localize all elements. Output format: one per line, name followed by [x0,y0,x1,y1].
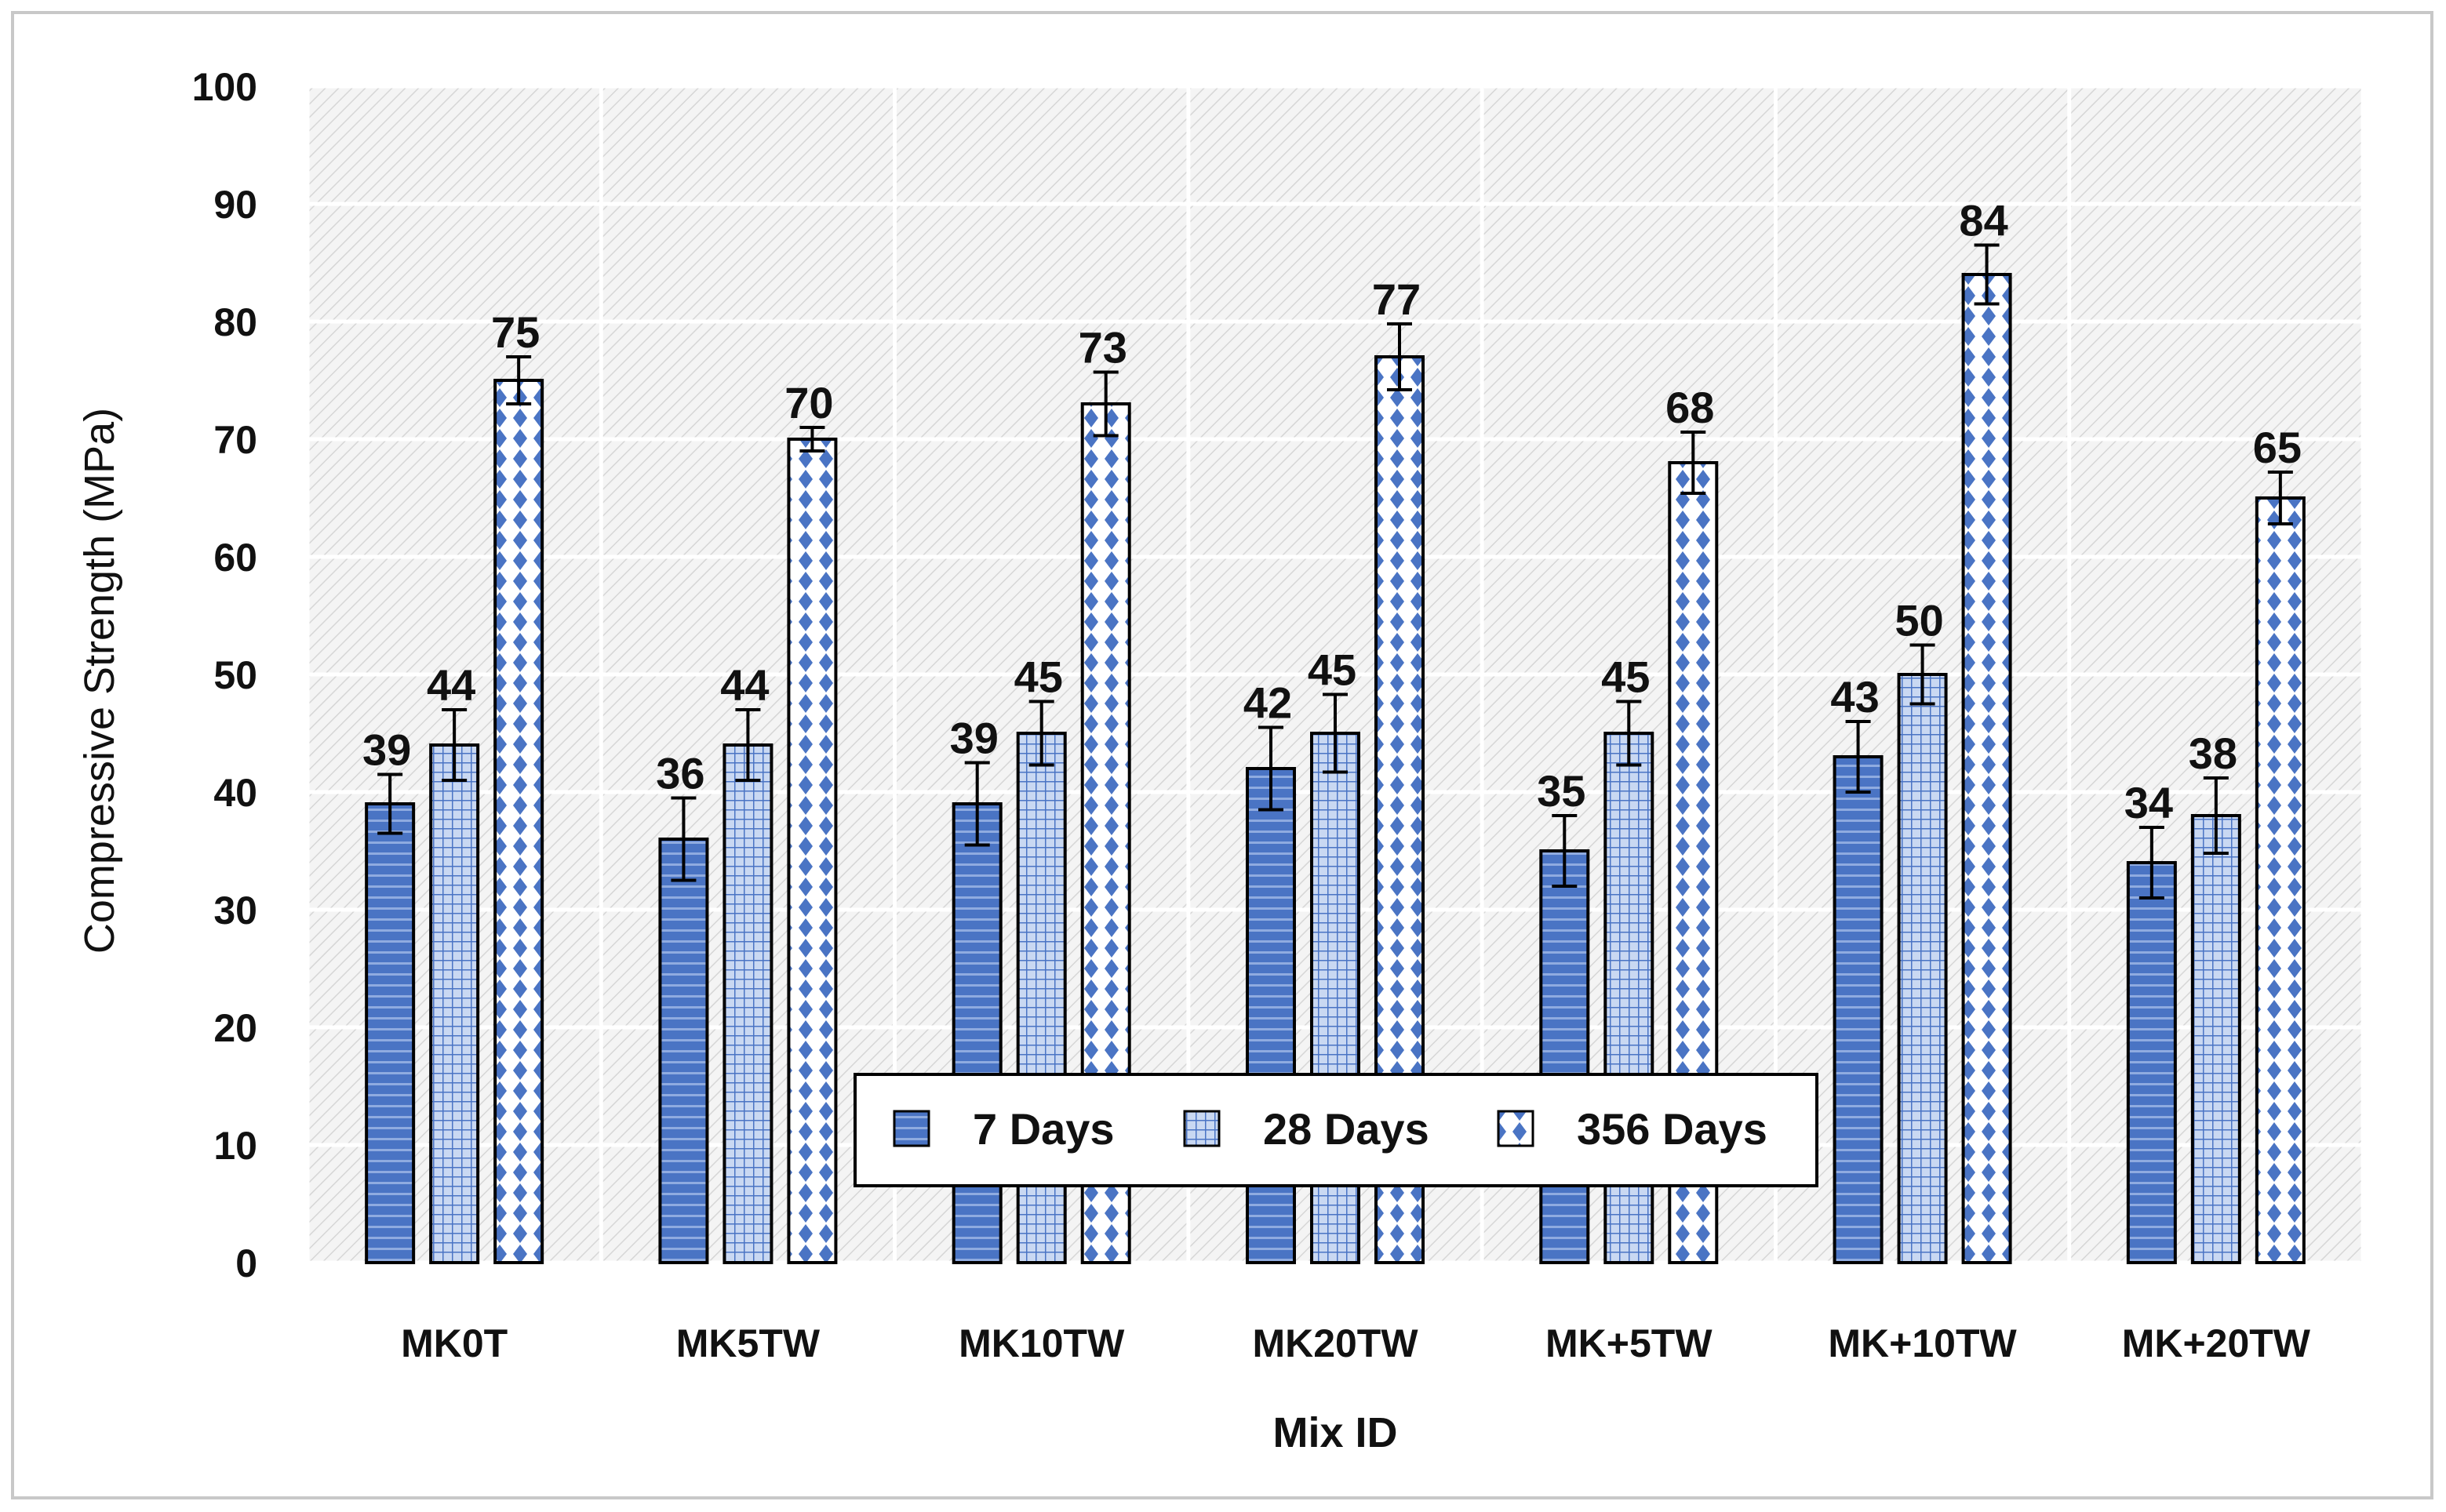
error-bars [377,243,2293,900]
bar [2126,861,2177,1264]
x-axis-ticks: MK0T MK5TW MK10TW MK20TW MK+5TW MK+10TW MK+20T… [401,1321,2311,1365]
y-tick-label: 70 [213,418,257,462]
error-bar [1258,725,1283,812]
error-bar [2267,471,2293,525]
y-tick-label: 20 [213,1006,257,1050]
data-label: 45 [1601,652,1650,702]
data-label: 44 [720,660,769,710]
error-bar [1974,243,2000,306]
data-label: 45 [1308,645,1356,695]
error-bar [377,772,403,835]
data-labels: 39 44 75 36 44 70 39 45 73 42 45 77 35 45 68 43 50 84 34 38… [362,196,2302,828]
bar [1246,767,1296,1264]
x-tick-label: MK20TW [1252,1321,1418,1365]
error-bar [1680,431,1706,495]
data-label: 84 [1959,196,2007,245]
bar [723,743,773,1264]
legend-label: 356 Days [1577,1104,1767,1154]
data-label: 77 [1372,274,1421,324]
x-axis-label: Mix ID [1272,1409,1397,1456]
x-tick-label: MK+5TW [1545,1321,1713,1365]
bar [952,802,1003,1264]
data-label: 44 [427,660,475,710]
legend-box [854,1073,1818,1187]
error-bar [1845,720,1871,794]
legend-item: 356 Days [1497,1104,1767,1154]
y-tick-label: 100 [192,65,257,109]
y-tick-label: 80 [213,300,257,344]
error-bar [1093,370,1119,438]
data-label: 50 [1895,596,1943,645]
y-tick-label: 40 [213,771,257,815]
y-tick-label: 10 [213,1124,257,1168]
data-label: 42 [1243,678,1292,728]
y-tick-label: 0 [235,1241,257,1285]
error-bar [1387,322,1412,391]
y-tick-label: 60 [213,536,257,580]
data-label: 43 [1830,672,1879,721]
y-tick-label: 30 [213,889,257,932]
data-label: 39 [950,714,999,763]
data-label: 45 [1014,652,1063,702]
bar [2190,814,2241,1264]
bar [1897,673,1948,1264]
data-label: 68 [1665,383,1714,432]
data-label: 65 [2253,423,2302,472]
error-bar [1552,814,1578,888]
x-tick-label: MK5TW [676,1321,821,1365]
error-bar [964,761,990,847]
x-tick-label: MK0T [401,1321,508,1365]
error-bar [1323,692,1348,774]
data-label: 73 [1079,323,1127,373]
x-tick-label: MK+10TW [1828,1321,2017,1365]
x-tick-label: MK+20TW [2122,1321,2311,1365]
data-label: 36 [656,749,704,798]
bar [365,802,416,1264]
y-tick-label: 50 [213,653,257,697]
bar [1961,273,2012,1264]
data-label: 39 [362,725,411,775]
bar [1833,755,1884,1264]
error-bar [506,355,532,405]
y-axis-label: Compressive Strength (MPa) [76,408,123,954]
bar [493,379,544,1264]
bar [429,743,480,1264]
legend-label: 7 Days [973,1104,1115,1154]
bar [1539,849,1590,1264]
data-label: 34 [2124,778,2173,827]
x-tick-label: MK10TW [959,1321,1125,1365]
bar [658,838,709,1264]
error-bar [442,708,468,782]
legend-swatch [1183,1110,1221,1147]
error-bar [2203,776,2229,855]
data-label: 35 [1537,766,1585,816]
legend-swatch [1497,1110,1534,1147]
error-bar [799,426,825,453]
legend: 7 Days 28 Days 356 Days [854,1073,1818,1187]
bar [2255,496,2306,1264]
data-label: 75 [491,307,540,357]
error-bar [1028,700,1054,767]
y-tick-label: 90 [213,183,257,227]
data-label: 38 [2189,729,2237,778]
legend-swatch [893,1110,930,1147]
legend-item: 28 Days [1183,1104,1429,1154]
bar [787,438,838,1264]
error-bar [2138,826,2164,900]
data-label: 70 [784,378,833,427]
y-axis-ticks: 0 10 20 30 40 50 60 70 80 90 100 [192,65,257,1285]
error-bar [735,708,761,782]
error-bar [1909,643,1935,706]
gridlines [305,84,2365,1265]
legend-label: 28 Days [1263,1104,1429,1154]
error-bar [1616,700,1642,767]
legend-item: 7 Days [893,1104,1115,1154]
error-bar [671,796,697,882]
